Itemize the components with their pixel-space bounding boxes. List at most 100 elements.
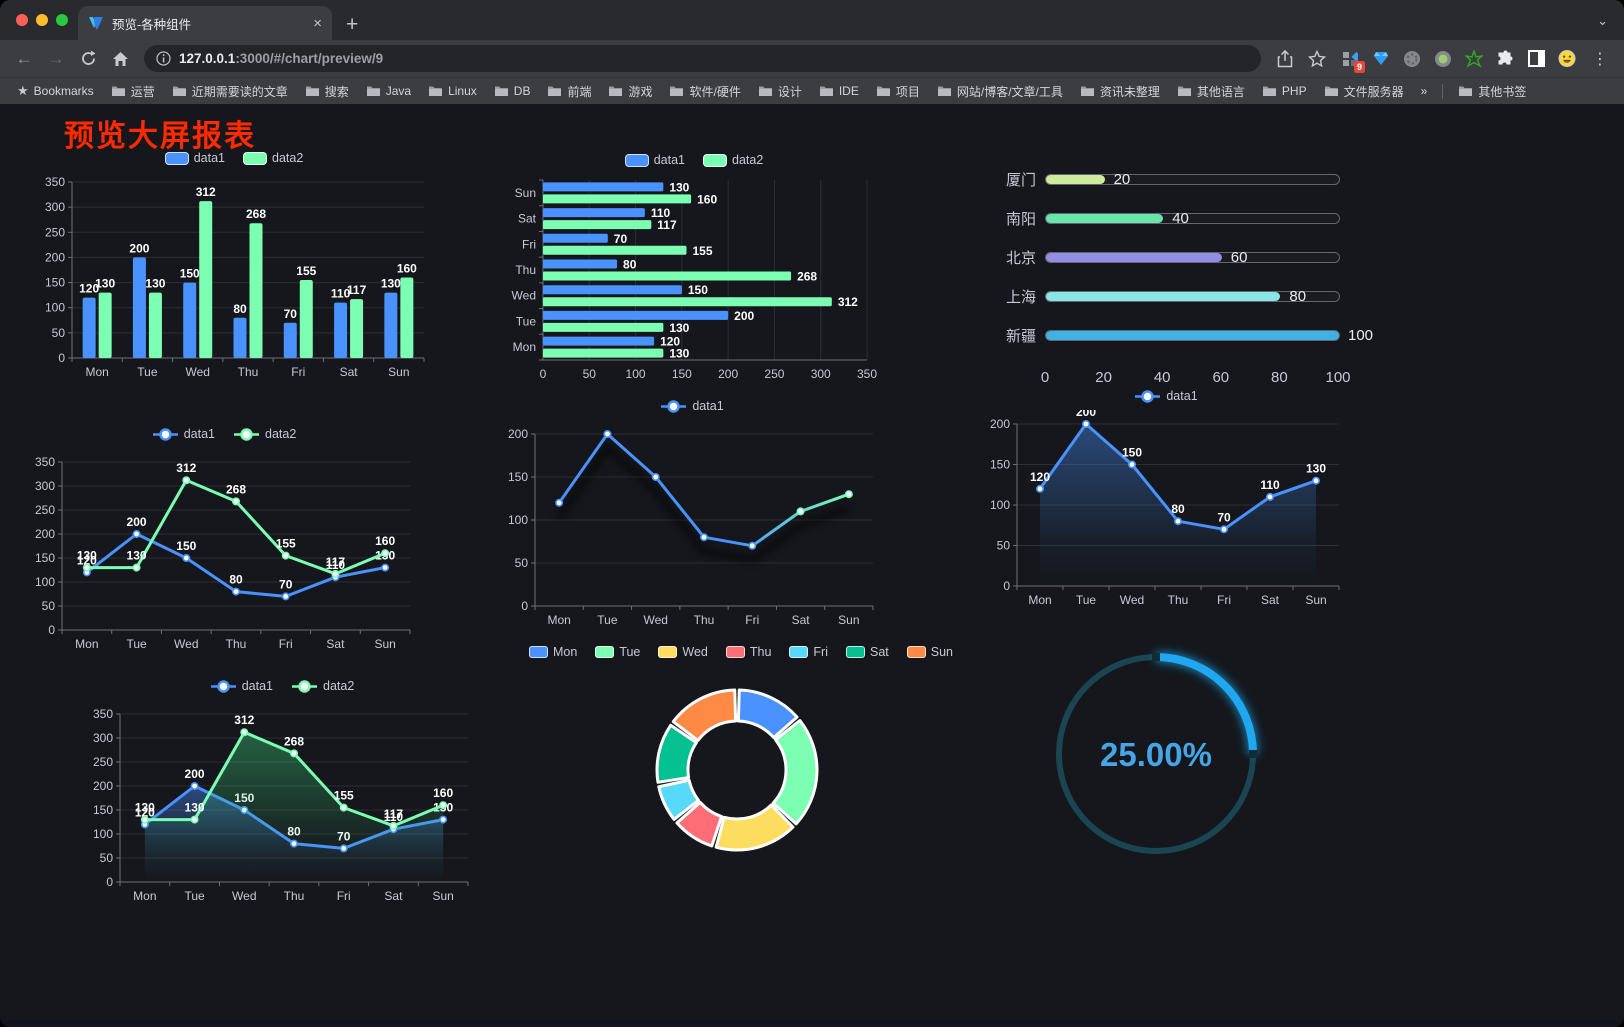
folder-icon [429, 86, 443, 96]
minimize-window-button[interactable] [36, 14, 48, 26]
legend-item-Tue[interactable]: Tue [595, 645, 640, 659]
bookmark-item-设计[interactable]: 设计 [753, 81, 807, 102]
line-chart-canvas: 0 50 100 150 200 Mon Tue Wed Thu Fri Sat Sun 120 200 1… [990, 410, 1340, 607]
bookmark-item-软件/硬件[interactable]: 软件/硬件 [664, 81, 745, 102]
svg-text:70: 70 [284, 307, 298, 321]
bookmark-item-其他书签[interactable]: 其他书签 [1453, 81, 1531, 102]
svg-text:Fri: Fri [522, 237, 536, 251]
bookmark-item-»[interactable]: » [1416, 82, 1433, 100]
bookmark-item-Java[interactable]: Java [361, 82, 416, 100]
legend-item-data1[interactable]: data1 [1134, 389, 1198, 403]
legend-item-data1[interactable]: data1 [210, 679, 273, 693]
legend-item-data1[interactable]: data1 [660, 399, 724, 413]
legend-item-Wed[interactable]: Wed [658, 645, 708, 659]
bookmark-label: 前端 [567, 84, 592, 99]
share-button[interactable] [1271, 45, 1299, 73]
svg-text:312: 312 [176, 461, 196, 475]
donut-slice-Sat[interactable] [655, 723, 698, 784]
chart-bar-horizontal: data1 data2 0 50 100 150 200 250 300 350 Sun Sat Fri… [503, 150, 885, 386]
bookmark-item-近期需要读的文章[interactable]: 近期需要读的文章 [167, 81, 293, 102]
chart-legend: data1 [1134, 386, 1198, 406]
new-tab-button[interactable]: + [346, 13, 359, 36]
reload-button[interactable] [74, 45, 102, 73]
forward-button[interactable]: → [47, 48, 65, 68]
svg-text:80: 80 [229, 573, 243, 587]
progress-label: 北京 [1005, 250, 1036, 267]
legend-item-data2[interactable]: data2 [233, 427, 296, 441]
bookmark-item-游戏[interactable]: 游戏 [603, 81, 657, 102]
extension-emoji-icon[interactable] [1558, 49, 1576, 68]
legend-item-Fri[interactable]: Fri [789, 645, 828, 659]
legend-item-Sun[interactable]: Sun [906, 645, 953, 659]
bookmark-item-项目[interactable]: 项目 [871, 81, 925, 102]
legend-item-Thu[interactable]: Thu [725, 645, 771, 659]
svg-text:150: 150 [990, 458, 1010, 472]
chart-legend: data1 data2 [152, 424, 296, 444]
extension-gray-circle-icon[interactable] [1403, 50, 1421, 68]
bookmark-item-文件服务器[interactable]: 文件服务器 [1319, 81, 1409, 102]
donut-slice-Mon[interactable] [736, 688, 799, 740]
svg-text:160: 160 [375, 534, 395, 548]
bookmark-star-button[interactable] [1303, 45, 1331, 73]
zoom-window-button[interactable] [56, 14, 68, 26]
legend-item-data1[interactable]: data1 [164, 151, 225, 165]
legend-item-Mon[interactable]: Mon [528, 645, 577, 659]
bookmark-item-IDE[interactable]: IDE [814, 82, 864, 100]
axis-tick-label: 80 [1271, 369, 1288, 386]
donut-slice-Thu[interactable] [675, 800, 724, 848]
donut-slice-Fri[interactable] [657, 778, 700, 821]
extension-sidebar-icon[interactable] [1527, 50, 1545, 68]
progress-fill [1046, 175, 1105, 184]
svg-text:Fri: Fri [291, 365, 305, 379]
legend-item-data2[interactable]: data2 [243, 151, 303, 165]
bookmark-item-Linux[interactable]: Linux [423, 82, 482, 100]
bookmark-item-Bookmarks[interactable]: ★ Bookmarks [12, 81, 99, 101]
close-window-button[interactable] [16, 14, 28, 26]
browser-tab[interactable]: 预览-各种组件 × [78, 6, 332, 40]
legend-item-data2[interactable]: data2 [291, 679, 354, 693]
bookmark-item-搜索[interactable]: 搜索 [300, 81, 354, 102]
donut-slice-Wed[interactable] [714, 803, 795, 852]
bookmark-item-资讯未整理[interactable]: 资讯未整理 [1075, 81, 1165, 102]
bookmark-item-其他语言[interactable]: 其他语言 [1172, 81, 1250, 102]
svg-text:Mon: Mon [75, 637, 98, 651]
extension-green-star-icon[interactable] [1465, 49, 1483, 68]
legend-item-data1[interactable]: data1 [624, 153, 685, 167]
tab-favicon-icon [89, 16, 103, 30]
bookmark-item-PHP[interactable]: PHP [1257, 82, 1312, 100]
bookmark-item-前端[interactable]: 前端 [542, 81, 596, 102]
folder-icon [609, 86, 623, 96]
svg-text:268: 268 [797, 270, 817, 284]
progress-row-厦门: 厦门 20 [993, 160, 1353, 199]
tab-close-icon[interactable]: × [313, 14, 322, 32]
legend-label: Wed [682, 645, 708, 659]
extension-diamond-icon[interactable] [1372, 50, 1390, 68]
bookmark-item-运营[interactable]: 运营 [106, 81, 160, 102]
extensions-puzzle-button[interactable] [1496, 50, 1514, 68]
site-info-icon[interactable] [156, 51, 171, 66]
legend-item-data2[interactable]: data2 [703, 153, 763, 167]
svg-text:150: 150 [35, 551, 55, 565]
svg-text:150: 150 [688, 283, 708, 297]
legend-item-data1[interactable]: data1 [152, 427, 215, 441]
donut-slice-Sun[interactable] [671, 688, 738, 742]
url-bar[interactable]: 127.0.0.1:3000/#/chart/preview/9 [144, 45, 1261, 72]
legend-item-Sat[interactable]: Sat [846, 645, 889, 659]
tab-search-chevron-icon[interactable]: ⌄ [1597, 13, 1608, 28]
folder-icon [366, 86, 380, 96]
back-button[interactable]: ← [15, 48, 33, 68]
folder-icon [1459, 86, 1473, 96]
circle-dot-icon [1435, 50, 1451, 67]
folder-icon [1324, 86, 1338, 96]
legend-line-marker [1135, 389, 1161, 403]
progress-value: 40 [1172, 210, 1189, 227]
extension-grid-icon[interactable]: 9 [1341, 50, 1365, 73]
bookmark-item-DB[interactable]: DB [489, 82, 536, 100]
menu-kebab-button[interactable]: ⋮ [1592, 50, 1608, 68]
donut-slice-Tue[interactable] [771, 719, 819, 826]
home-button[interactable] [106, 45, 134, 73]
svg-text:Sun: Sun [388, 365, 409, 379]
extension-green-dot-icon[interactable] [1434, 50, 1452, 68]
bookmark-item-网站/博客/文章/工具[interactable]: 网站/博客/文章/工具 [932, 81, 1068, 102]
svg-text:0: 0 [58, 351, 65, 365]
